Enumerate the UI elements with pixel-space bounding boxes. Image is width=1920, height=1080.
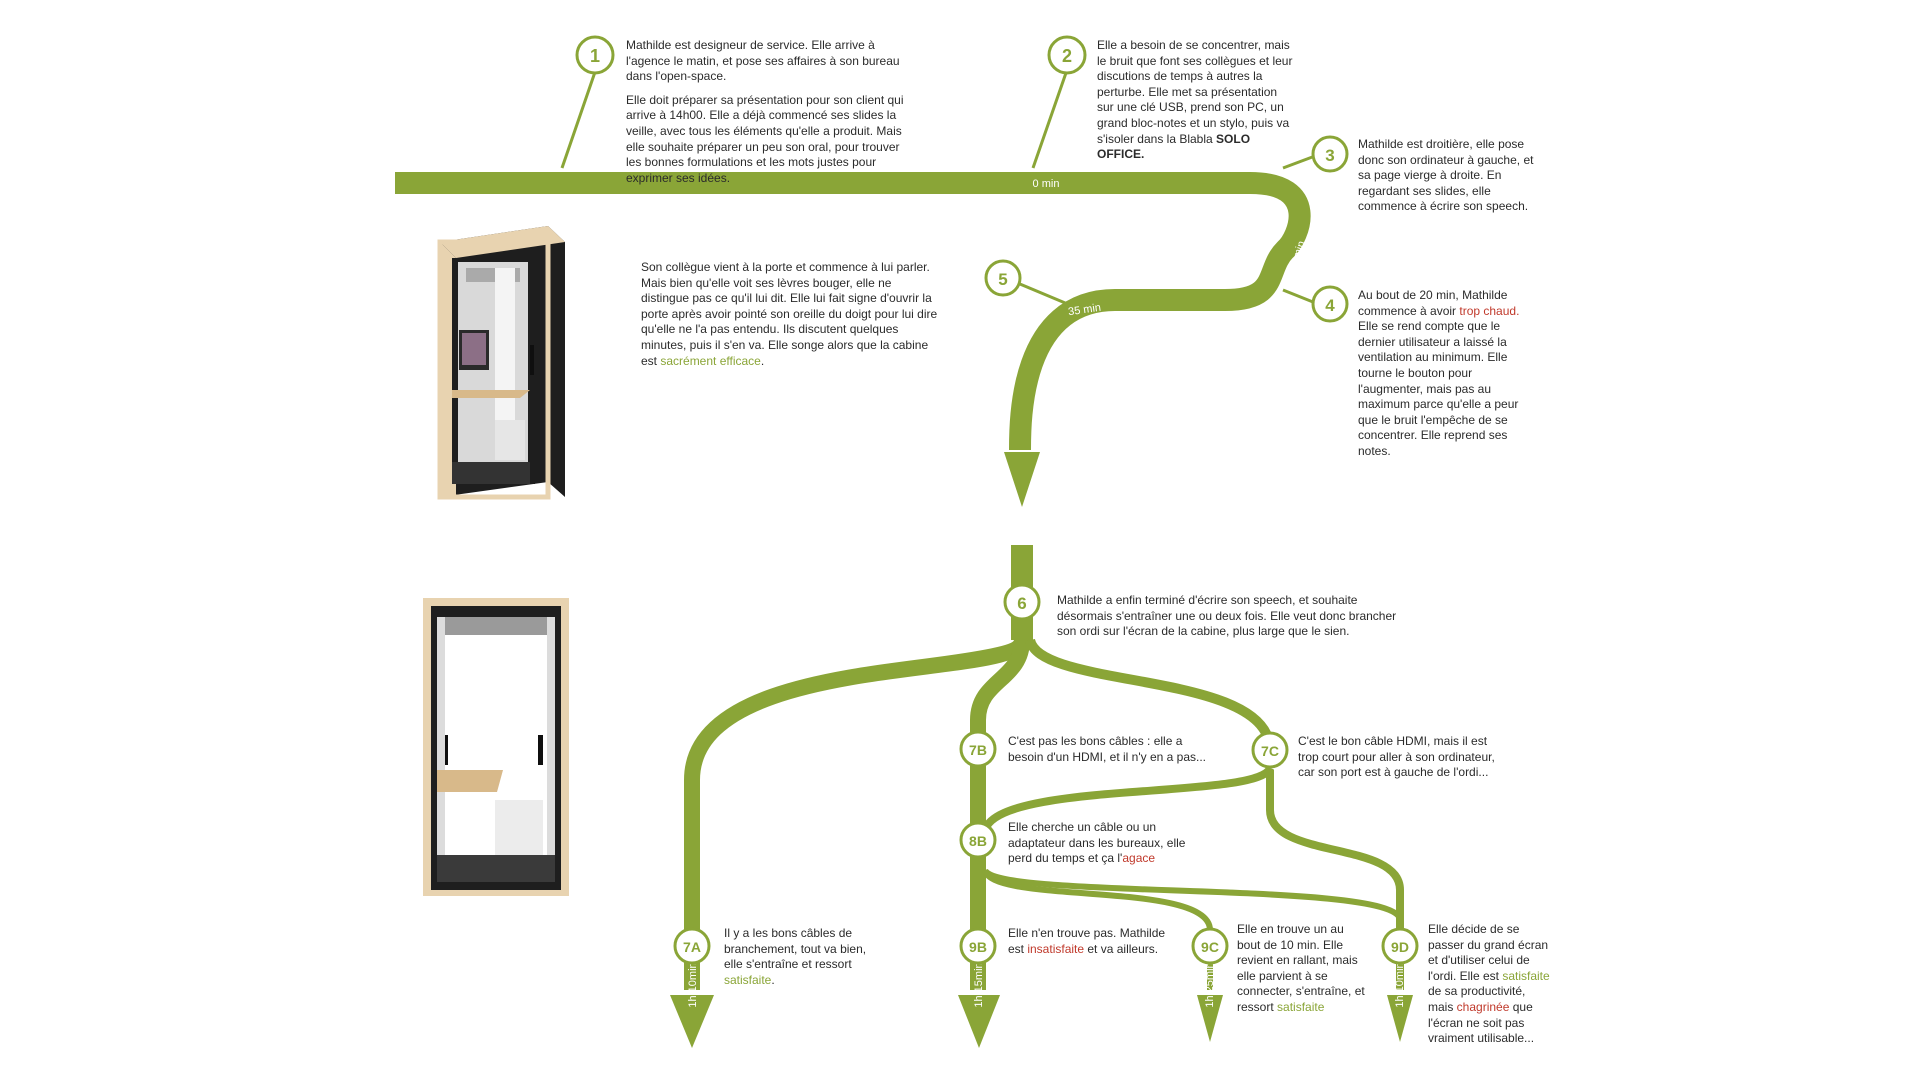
badge-2: 2: [1047, 35, 1087, 75]
step-9d-body-3: que l'écran ne soit pas vraiment utilisa…: [1428, 999, 1535, 1046]
step-9d-body-1: Elle décide de se passer du grand écran …: [1428, 922, 1549, 983]
badge-7b: 7B: [959, 730, 997, 768]
arrowhead-upper: [1004, 452, 1040, 507]
svg-text:6: 6: [1017, 594, 1026, 613]
branch-7c: [1025, 638, 1275, 751]
svg-text:4: 4: [1325, 296, 1335, 315]
time-label-35min: 35 min: [1067, 302, 1101, 318]
time-label-0min: 0 min: [1033, 178, 1060, 190]
step-5-text: Son collègue vient à la porte et commenc…: [641, 260, 941, 369]
step-1-text: Mathilde est designeur de service. Elle …: [626, 38, 916, 194]
branch-7b: [970, 639, 1030, 990]
step-7b-body: C'est pas les bons câbles : elle a besoi…: [1008, 734, 1207, 764]
connector-1: [560, 71, 597, 169]
step-9d-body-2: de sa productivité, mais: [1428, 984, 1526, 1014]
badge-7c: 7C: [1251, 731, 1289, 769]
badge-4: 4: [1311, 285, 1349, 323]
badge-1: 1: [575, 35, 615, 75]
timeline-lower: [684, 545, 1404, 990]
step-4-body-2: Elle se rend compte que le dernier utili…: [1358, 319, 1519, 458]
booth-illustration-perspective: [437, 226, 565, 500]
step-4-highlight: trop chaud.: [1459, 303, 1520, 318]
step-6-text: Mathilde a enfin terminé d'écrire son sp…: [1057, 593, 1407, 640]
step-9b-body-1: Elle n'en trouve pas. Mathilde est: [1008, 926, 1166, 956]
badge-9b: 9B: [959, 927, 997, 965]
branch-7a: [684, 637, 1030, 990]
step-2-product-name: SOLO OFFICE.: [1097, 131, 1251, 162]
svg-text:9C: 9C: [1201, 939, 1219, 955]
time-label-9b: 1h 15min: [973, 962, 985, 1007]
step-8b-text: Elle cherche un câble ou un adaptateur d…: [1008, 820, 1193, 867]
step-3-body: Mathilde est droitière, elle pose donc s…: [1358, 137, 1534, 214]
step-7c-body: C'est le bon câble HDMI, mais il est tro…: [1298, 734, 1495, 780]
badge-3: 3: [1311, 135, 1349, 173]
badge-9c: 9C: [1191, 927, 1229, 965]
step-2-body: Elle a besoin de se concentrer, mais le …: [1097, 38, 1293, 146]
connector-3: [1282, 154, 1316, 170]
branch-7c-to-9d: [1266, 770, 1404, 990]
connector-4: [1282, 288, 1314, 304]
step-7b-text: C'est pas les bons câbles : elle a besoi…: [1008, 734, 1208, 765]
step-7a-body-1: Il y a les bons câbles de branchement, t…: [724, 926, 867, 972]
svg-text:9D: 9D: [1391, 939, 1409, 955]
step-9d-highlight-2: chagrinée: [1456, 999, 1510, 1014]
step-8b-body: Elle cherche un câble ou un adaptateur d…: [1008, 820, 1186, 866]
branch-8b-to-9c: [982, 868, 1213, 990]
step-4-body-1: Au bout de 20 min, Mathilde commence à a…: [1358, 288, 1508, 318]
step-9b-highlight: insatisfaite: [1027, 941, 1085, 956]
svg-text:2: 2: [1062, 46, 1072, 66]
svg-text:5: 5: [998, 270, 1007, 289]
step-1-paragraph-2: Elle doit préparer sa présentation pour …: [626, 92, 904, 185]
badge-9d: 9D: [1381, 927, 1419, 965]
step-9b-body-2: et va ailleurs.: [1084, 941, 1159, 956]
step-7a-highlight: satisfaite: [724, 972, 772, 987]
badge-8b: 8B: [959, 821, 997, 859]
step-3-text: Mathilde est droitière, elle pose donc s…: [1358, 137, 1548, 215]
arrowhead-7a: [670, 995, 714, 1048]
timeline-upper: [395, 69, 1316, 451]
badge-5: 5: [984, 259, 1022, 297]
svg-text:7B: 7B: [969, 742, 987, 758]
step-5-body-1: Son collègue vient à la porte et commenc…: [641, 260, 938, 368]
arrowhead-9c: [1197, 995, 1223, 1042]
svg-text:3: 3: [1325, 146, 1334, 165]
arrowhead-9d: [1387, 995, 1413, 1042]
svg-text:7C: 7C: [1261, 743, 1279, 759]
time-label-9d: 1h 10min: [1394, 962, 1406, 1007]
connector-2: [1031, 69, 1069, 169]
time-label-9c: 1h 25min: [1204, 962, 1216, 1007]
step-9c-body: Elle en trouve un au bout de 10 min. Ell…: [1237, 922, 1365, 1014]
step-2-text: Elle a besoin de se concentrer, mais le …: [1097, 38, 1297, 163]
step-9d-text: Elle décide de se passer du grand écran …: [1428, 922, 1553, 1047]
step-8b-highlight: agace: [1122, 851, 1156, 866]
step-5-body-2: .: [760, 353, 765, 368]
step-1-paragraph-1: Mathilde est designeur de service. Elle …: [626, 38, 900, 84]
step-6-body: Mathilde a enfin terminé d'écrire son sp…: [1057, 593, 1397, 639]
connector-5: [1014, 280, 1071, 307]
main-path-upper: [395, 172, 1311, 451]
step-4-text: Au bout de 20 min, Mathilde commence à a…: [1358, 288, 1538, 460]
step-7a-body-2: .: [771, 972, 775, 987]
svg-text:8B: 8B: [969, 833, 987, 849]
arrowhead-9b: [958, 995, 1000, 1048]
svg-text:7A: 7A: [683, 939, 701, 955]
svg-text:1: 1: [590, 46, 600, 66]
step-7a-text: Il y a les bons câbles de branchement, t…: [724, 926, 884, 988]
booth-illustration-front: [423, 598, 569, 896]
branch-7c-to-8b: [981, 765, 1274, 832]
badge-7a: 7A: [673, 927, 711, 965]
svg-text:9B: 9B: [969, 939, 987, 955]
step-9c-text: Elle en trouve un au bout de 10 min. Ell…: [1237, 922, 1367, 1016]
badge-6: 6: [1003, 583, 1041, 621]
step-5-highlight: sacrément efficace: [660, 353, 761, 368]
step-7c-text: C'est le bon câble HDMI, mais il est tro…: [1298, 734, 1508, 781]
step-9c-highlight: satisfaite: [1277, 999, 1325, 1014]
step-9b-text: Elle n'en trouve pas. Mathilde est insat…: [1008, 926, 1183, 957]
time-label-7a: 1h 10min: [687, 962, 699, 1007]
step-9d-highlight-1: satisfaite: [1502, 968, 1550, 983]
branch-8b-to-9d: [982, 867, 1403, 922]
